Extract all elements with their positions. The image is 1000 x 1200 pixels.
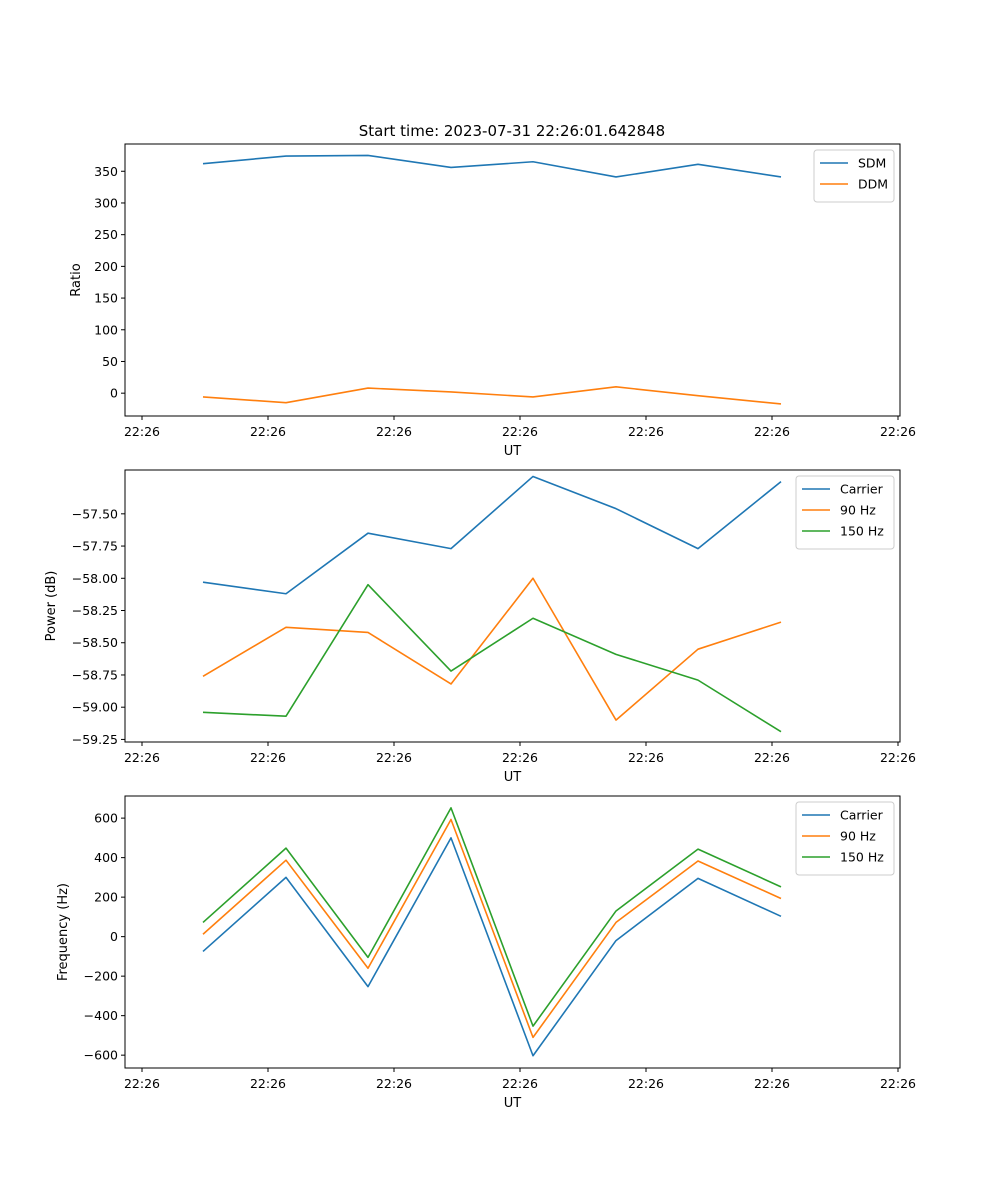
y-tick-label: 200 [94, 890, 118, 905]
y-tick-label: 200 [94, 259, 118, 274]
y-tick-label: −57.50 [72, 506, 118, 521]
legend-label: 90 Hz [840, 829, 876, 844]
x-tick-label: 22:26 [250, 1076, 286, 1091]
y-tick-label: 250 [94, 227, 118, 242]
y-axis-label: Frequency (Hz) [56, 883, 71, 981]
y-tick-label: 350 [94, 164, 118, 179]
y-tick-label: 0 [110, 929, 118, 944]
legend-label: 150 Hz [840, 850, 884, 865]
x-tick-label: 22:26 [376, 750, 412, 765]
x-axis-label: UT [504, 1096, 522, 1111]
x-tick-label: 22:26 [754, 424, 790, 439]
legend: Carrier 90 Hz 150 Hz [795, 801, 895, 876]
chart-title: Start time: 2023-07-31 22:26:01.642848 [359, 122, 665, 140]
x-tick-label: 22:26 [628, 750, 664, 765]
y-tick-label: 400 [94, 850, 118, 865]
y-tick-label: −58.25 [72, 603, 118, 618]
y-tick-label: 100 [94, 322, 118, 337]
x-tick-label: 22:26 [628, 424, 664, 439]
chart-panel-3: −600 −400 −200 0 200 400 600 22:26 22:26 22:26 22:… [56, 795, 916, 1111]
y-tick-label: −59.25 [72, 732, 118, 747]
y-tick-label: −600 [84, 1048, 118, 1063]
y-tick-label: −400 [84, 1008, 118, 1023]
x-tick-label: 22:26 [502, 424, 538, 439]
y-tick-label: −58.75 [72, 667, 118, 682]
chart-panel-1: 0 50 100 150 200 250 300 350 22:26 22:26 22:26 22:2… [69, 143, 916, 459]
legend-label: 90 Hz [840, 503, 876, 518]
plot-area [124, 143, 901, 417]
series-line-1 [202, 154, 782, 178]
legend-label: Carrier [840, 482, 884, 497]
x-axis-label: UT [504, 770, 522, 785]
series-line-3 [202, 583, 782, 733]
series-line-3 [202, 807, 782, 1027]
x-tick-label: 22:26 [376, 424, 412, 439]
x-tick-label: 22:26 [124, 750, 160, 765]
chart-panel-2: −59.25 −59.00 −58.75 −58.50 −58.25 −58.00 −57.… [44, 469, 916, 785]
x-tick-label: 22:26 [502, 750, 538, 765]
y-tick-label: 0 [110, 386, 118, 401]
series-line-1 [202, 475, 782, 595]
y-tick-label: 600 [94, 811, 118, 826]
x-tick-label: 22:26 [376, 1076, 412, 1091]
x-tick-label: 22:26 [124, 424, 160, 439]
legend-label: DDM [858, 177, 888, 192]
x-tick-label: 22:26 [754, 1076, 790, 1091]
y-tick-label: 50 [102, 354, 118, 369]
x-tick-label: 22:26 [754, 750, 790, 765]
x-tick-label: 22:26 [124, 1076, 160, 1091]
y-axis-label: Power (dB) [44, 571, 59, 642]
y-tick-label: −59.00 [72, 700, 118, 715]
series-line-2 [202, 577, 782, 721]
legend-label: SDM [858, 156, 886, 171]
y-axis-label: Ratio [69, 263, 84, 296]
x-tick-label: 22:26 [250, 750, 286, 765]
x-tick-label: 22:26 [502, 1076, 538, 1091]
y-tick-label: −57.75 [72, 539, 118, 554]
y-tick-label: −58.50 [72, 635, 118, 650]
series-line-2 [202, 386, 782, 405]
series-line-1 [202, 837, 782, 1057]
y-tick-label: 150 [94, 291, 118, 306]
legend: SDM DDM [813, 149, 895, 203]
series-line-2 [202, 818, 782, 1039]
legend-label: 150 Hz [840, 524, 884, 539]
legend-label: Carrier [840, 808, 884, 823]
y-tick-label: −58.00 [72, 571, 118, 586]
legend: Carrier 90 Hz 150 Hz [795, 475, 895, 550]
x-tick-label: 22:26 [880, 424, 916, 439]
x-tick-label: 22:26 [250, 424, 286, 439]
x-tick-label: 22:26 [628, 1076, 664, 1091]
y-tick-label: −200 [84, 969, 118, 984]
x-tick-label: 22:26 [880, 1076, 916, 1091]
x-axis-label: UT [504, 444, 522, 459]
y-tick-label: 300 [94, 195, 118, 210]
plot-area [124, 795, 901, 1069]
x-tick-label: 22:26 [880, 750, 916, 765]
